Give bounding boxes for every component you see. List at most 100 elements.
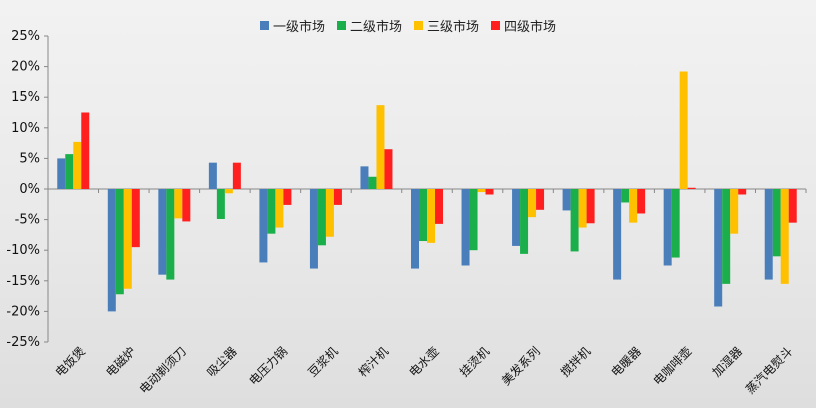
- x-category-label: 榨汁机: [355, 344, 391, 380]
- bar: [679, 71, 688, 189]
- legend-item-1: 一级市场: [259, 16, 325, 35]
- legend-swatch-2: [336, 21, 346, 30]
- bar: [57, 158, 66, 189]
- x-category-label: 挂烫机: [457, 344, 492, 379]
- bar: [65, 154, 74, 189]
- legend-item-4: 四级市场: [491, 16, 556, 35]
- y-tick-label: 0%: [19, 182, 40, 197]
- bar: [107, 189, 116, 312]
- bar: [73, 141, 82, 189]
- y-tick-label: 10%: [11, 121, 40, 136]
- y-tick-label: -5%: [15, 213, 40, 228]
- bar: [283, 189, 292, 205]
- legend-item-3: 三级市场: [414, 16, 479, 35]
- bar: [232, 162, 241, 189]
- y-tick-label: -10%: [6, 243, 40, 258]
- x-category-label: 电咖啡壶: [650, 344, 695, 389]
- bar: [411, 189, 419, 269]
- bar: [477, 189, 486, 193]
- bar: [174, 189, 183, 219]
- bar: [419, 189, 427, 242]
- y-tick-label: 25%: [11, 29, 40, 44]
- bar: [536, 189, 545, 210]
- bar: [469, 189, 478, 251]
- legend-label-2: 二级市场: [349, 20, 402, 35]
- bar: [621, 189, 630, 203]
- bar: [485, 189, 494, 195]
- bar: [275, 189, 284, 228]
- x-category-label: 加湿器: [709, 344, 745, 380]
- bar: [738, 189, 747, 195]
- bar: [788, 189, 797, 223]
- x-category-label: 电水壶: [406, 344, 442, 380]
- bar: [562, 189, 571, 211]
- legend-swatch-4: [491, 21, 501, 30]
- y-tick-label: 5%: [19, 151, 40, 166]
- bar: [81, 112, 90, 189]
- bar: [317, 189, 326, 246]
- x-category-label: 电饭煲: [52, 344, 88, 380]
- x-category-label: 豆浆机: [305, 344, 341, 380]
- bar: [376, 105, 385, 189]
- bar: [384, 149, 393, 189]
- bar: [216, 189, 225, 219]
- bar: [368, 176, 377, 189]
- bar: [520, 189, 529, 254]
- bar: [333, 189, 342, 205]
- y-tick-label: -20%: [6, 304, 40, 319]
- x-category-label: 电压力锅: [246, 344, 291, 389]
- bar: [613, 189, 622, 280]
- y-tick-label: -15%: [6, 274, 40, 289]
- bar: [663, 189, 672, 266]
- bar: [131, 189, 140, 248]
- legend-swatch-1: [259, 21, 269, 30]
- x-category-label: 美发系列: [498, 344, 543, 389]
- x-category-label: 搅拌机: [557, 344, 593, 380]
- bar: [325, 189, 334, 237]
- bar: [166, 189, 175, 280]
- bar: [259, 189, 268, 263]
- bar: [772, 189, 781, 257]
- bar: [578, 189, 587, 228]
- legend: 一级市场 二级市场 三级市场 四级市场: [0, 16, 816, 35]
- bar: [267, 189, 276, 234]
- bar: [461, 189, 470, 266]
- bar: [714, 189, 723, 307]
- x-category-label: 蒸汽电熨斗: [742, 344, 795, 397]
- bar: [671, 189, 680, 258]
- x-category-label: 吸尘器: [204, 344, 239, 379]
- bar: [224, 189, 233, 194]
- y-tick-label: -25%: [6, 335, 40, 350]
- bar: [512, 189, 521, 246]
- bar: [586, 189, 595, 224]
- legend-label-1: 一级市场: [272, 20, 325, 35]
- bar: [123, 189, 132, 289]
- bar: [687, 187, 696, 189]
- x-category-label: 电动剃须刀: [137, 344, 189, 396]
- legend-label-3: 三级市场: [427, 20, 480, 35]
- bar: [722, 189, 731, 284]
- bar: [435, 189, 443, 224]
- bar: [780, 189, 789, 284]
- legend-swatch-3: [414, 21, 423, 30]
- x-category-label: 电磁炉: [102, 344, 138, 380]
- x-category-label: 电暖器: [609, 344, 644, 379]
- bar: [158, 189, 167, 275]
- bar: [528, 189, 537, 218]
- bar: [309, 189, 318, 269]
- bar: [427, 189, 435, 243]
- legend-label-4: 四级市场: [504, 20, 557, 35]
- legend-item-2: 二级市场: [336, 16, 402, 35]
- bar: [637, 189, 646, 214]
- bar: [629, 189, 638, 223]
- bar: [208, 162, 217, 189]
- bar: [115, 189, 124, 295]
- y-tick-label: 15%: [11, 90, 40, 105]
- y-tick-label: 20%: [11, 60, 40, 75]
- bar: [182, 189, 191, 222]
- bar: [570, 189, 579, 252]
- bar: [764, 189, 773, 280]
- bar: [360, 166, 369, 189]
